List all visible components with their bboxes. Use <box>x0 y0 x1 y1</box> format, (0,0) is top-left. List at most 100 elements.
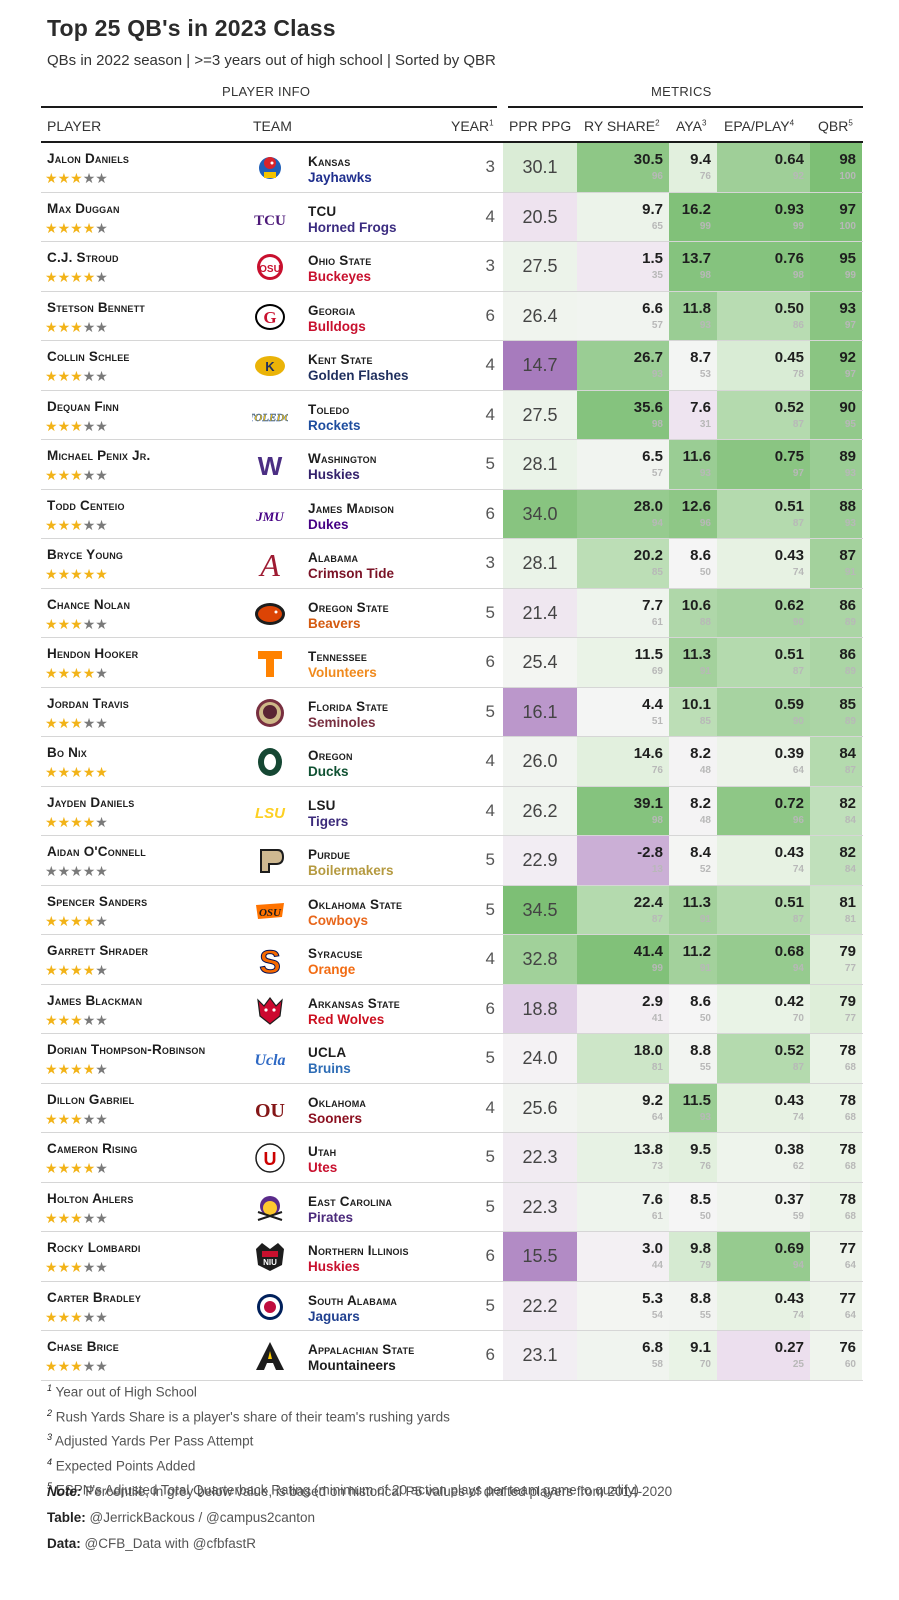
star-icon: ★ <box>45 912 58 929</box>
star-icon: ★ <box>57 912 71 929</box>
row-divider <box>41 785 863 787</box>
aya-cell-value: 7.6 <box>690 398 711 416</box>
epa-cell-value: 0.72 <box>774 794 804 812</box>
epa-cell-percentile: 74 <box>792 1309 804 1321</box>
star-icon: ★ <box>95 1011 108 1028</box>
aya-cell: 8.8 55 <box>669 1034 717 1084</box>
red-wolf-icon <box>252 994 288 1026</box>
recruit-stars: ★★★★★ <box>45 418 108 435</box>
qbr-cell: 86 89 <box>810 588 862 638</box>
table-row: Bryce Young ★★★★★ A Alabama Crimson Tide 3 28.… <box>0 539 899 589</box>
col-header-ry: RY SHARE2 <box>584 118 660 134</box>
qbr-cell-percentile: 97 <box>844 319 856 331</box>
table-row: Cameron Rising ★★★★★ U Utah Utes 5 22.3 13.8 73 9… <box>0 1133 899 1183</box>
qbr-cell-value: 90 <box>839 398 856 416</box>
star-icon: ★ <box>70 219 83 236</box>
star-icon: ★ <box>95 1209 108 1226</box>
qbr-cell-percentile: 84 <box>844 864 856 875</box>
star-icon: ★ <box>82 170 96 186</box>
col-header-player: PLAYER <box>47 118 102 134</box>
aya-cell: 11.8 93 <box>669 291 717 341</box>
ry-share-cell-percentile: 65 <box>651 220 663 232</box>
group-label-player-info: PLAYER INFO <box>222 84 311 99</box>
ry-share-cell: 3.0 44 <box>577 1232 669 1282</box>
ry-share-cell: 6.5 57 <box>577 440 669 490</box>
ry-share-cell-percentile: 58 <box>651 1359 663 1370</box>
star-icon: ★ <box>95 1259 108 1275</box>
aya-cell: 11.3 91 <box>669 638 717 688</box>
team-school: Kansas <box>308 154 351 169</box>
qbr-cell: 77 64 <box>810 1281 862 1331</box>
star-icon: ★ <box>82 912 96 929</box>
star-icon: ★ <box>82 1209 96 1226</box>
aya-cell: 8.4 52 <box>669 836 717 886</box>
star-icon: ★ <box>70 516 83 533</box>
chart-title: Top 25 QB's in 2023 Class <box>47 15 336 41</box>
star-icon: ★ <box>70 1209 83 1226</box>
aya-cell: 8.2 48 <box>669 737 717 787</box>
qbr-cell-percentile: 99 <box>844 270 856 281</box>
team-school: Kent State <box>308 352 373 367</box>
recruit-stars: ★★★★★ <box>45 566 108 583</box>
year-value: 4 <box>485 355 495 374</box>
qbr-cell-value: 77 <box>839 1289 856 1307</box>
ry-share-cell: 7.6 61 <box>577 1182 669 1232</box>
ry-share-cell-percentile: 99 <box>651 963 663 974</box>
ry-share-cell: 9.7 65 <box>577 192 669 242</box>
data-credit: Data: @CFB_Data with @cfbfastR <box>47 1536 256 1551</box>
qbr-cell-value: 84 <box>839 745 856 762</box>
aya-cell: 9.1 70 <box>669 1331 717 1381</box>
aya-cell-value: 16.2 <box>681 200 711 218</box>
qbr-cell-percentile: 100 <box>839 171 856 182</box>
qbr-cell: 78 68 <box>810 1034 862 1084</box>
ry-share-cell-value: 22.4 <box>633 893 663 911</box>
ppr-cell: 23.1 <box>503 1331 577 1381</box>
purdue-p-icon <box>252 845 288 877</box>
ppr-cell: 16.1 <box>503 687 577 737</box>
player-name: Chance Nolan <box>47 596 131 612</box>
ry-share-cell-percentile: 96 <box>651 171 663 182</box>
aya-cell: 12.6 96 <box>669 489 717 539</box>
team-school: Alabama <box>308 550 359 565</box>
star-icon: ★ <box>70 813 83 830</box>
row-divider <box>41 389 863 391</box>
aya-cell-value: 11.2 <box>682 943 711 960</box>
aya-cell-percentile: 52 <box>699 864 711 875</box>
ry-share-cell-value: 35.6 <box>633 398 663 416</box>
epa-cell-value: 0.64 <box>774 151 804 168</box>
svg-text:OU: OU <box>255 1100 285 1122</box>
qbr-cell: 97 100 <box>810 192 862 242</box>
qbr-cell-percentile: 60 <box>844 1359 856 1370</box>
epa-cell: 0.27 25 <box>717 1331 810 1381</box>
ppr-cell: 22.3 <box>503 1133 577 1183</box>
team-school: LSU <box>308 797 336 813</box>
aya-cell-percentile: 79 <box>699 1260 711 1271</box>
star-icon: ★ <box>45 1011 58 1028</box>
epa-cell-value: 0.51 <box>774 646 804 663</box>
ppr-cell: 27.5 <box>503 390 577 440</box>
aya-cell-percentile: 50 <box>699 567 711 578</box>
star-icon: ★ <box>82 368 96 384</box>
aya-cell-value: 8.8 <box>690 1289 711 1307</box>
qbr-cell-percentile: 89 <box>844 666 856 677</box>
epa-cell: 0.64 92 <box>717 143 810 193</box>
ry-share-cell: 20.2 85 <box>577 539 669 589</box>
star-icon: ★ <box>45 863 58 879</box>
year-value: 4 <box>485 404 495 424</box>
star-icon: ★ <box>82 1308 96 1325</box>
qbr-cell: 90 95 <box>810 390 862 440</box>
star-icon: ★ <box>82 219 96 236</box>
epa-cell: 0.52 87 <box>717 1034 810 1084</box>
epa-cell: 0.42 70 <box>717 984 810 1034</box>
aya-cell: 9.4 76 <box>669 143 717 193</box>
qbr-cell: 93 97 <box>810 291 862 341</box>
epa-cell-percentile: 64 <box>792 765 804 776</box>
epa-cell: 0.62 90 <box>717 588 810 638</box>
epa-cell-value: 0.76 <box>774 250 804 267</box>
ry-share-cell: 26.7 93 <box>577 341 669 391</box>
ry-share-cell: 9.2 64 <box>577 1083 669 1133</box>
ry-share-cell-value: 9.7 <box>642 200 663 218</box>
epa-cell-percentile: 25 <box>792 1359 804 1370</box>
epa-cell-value: 0.75 <box>774 448 804 465</box>
star-icon: ★ <box>45 962 58 978</box>
